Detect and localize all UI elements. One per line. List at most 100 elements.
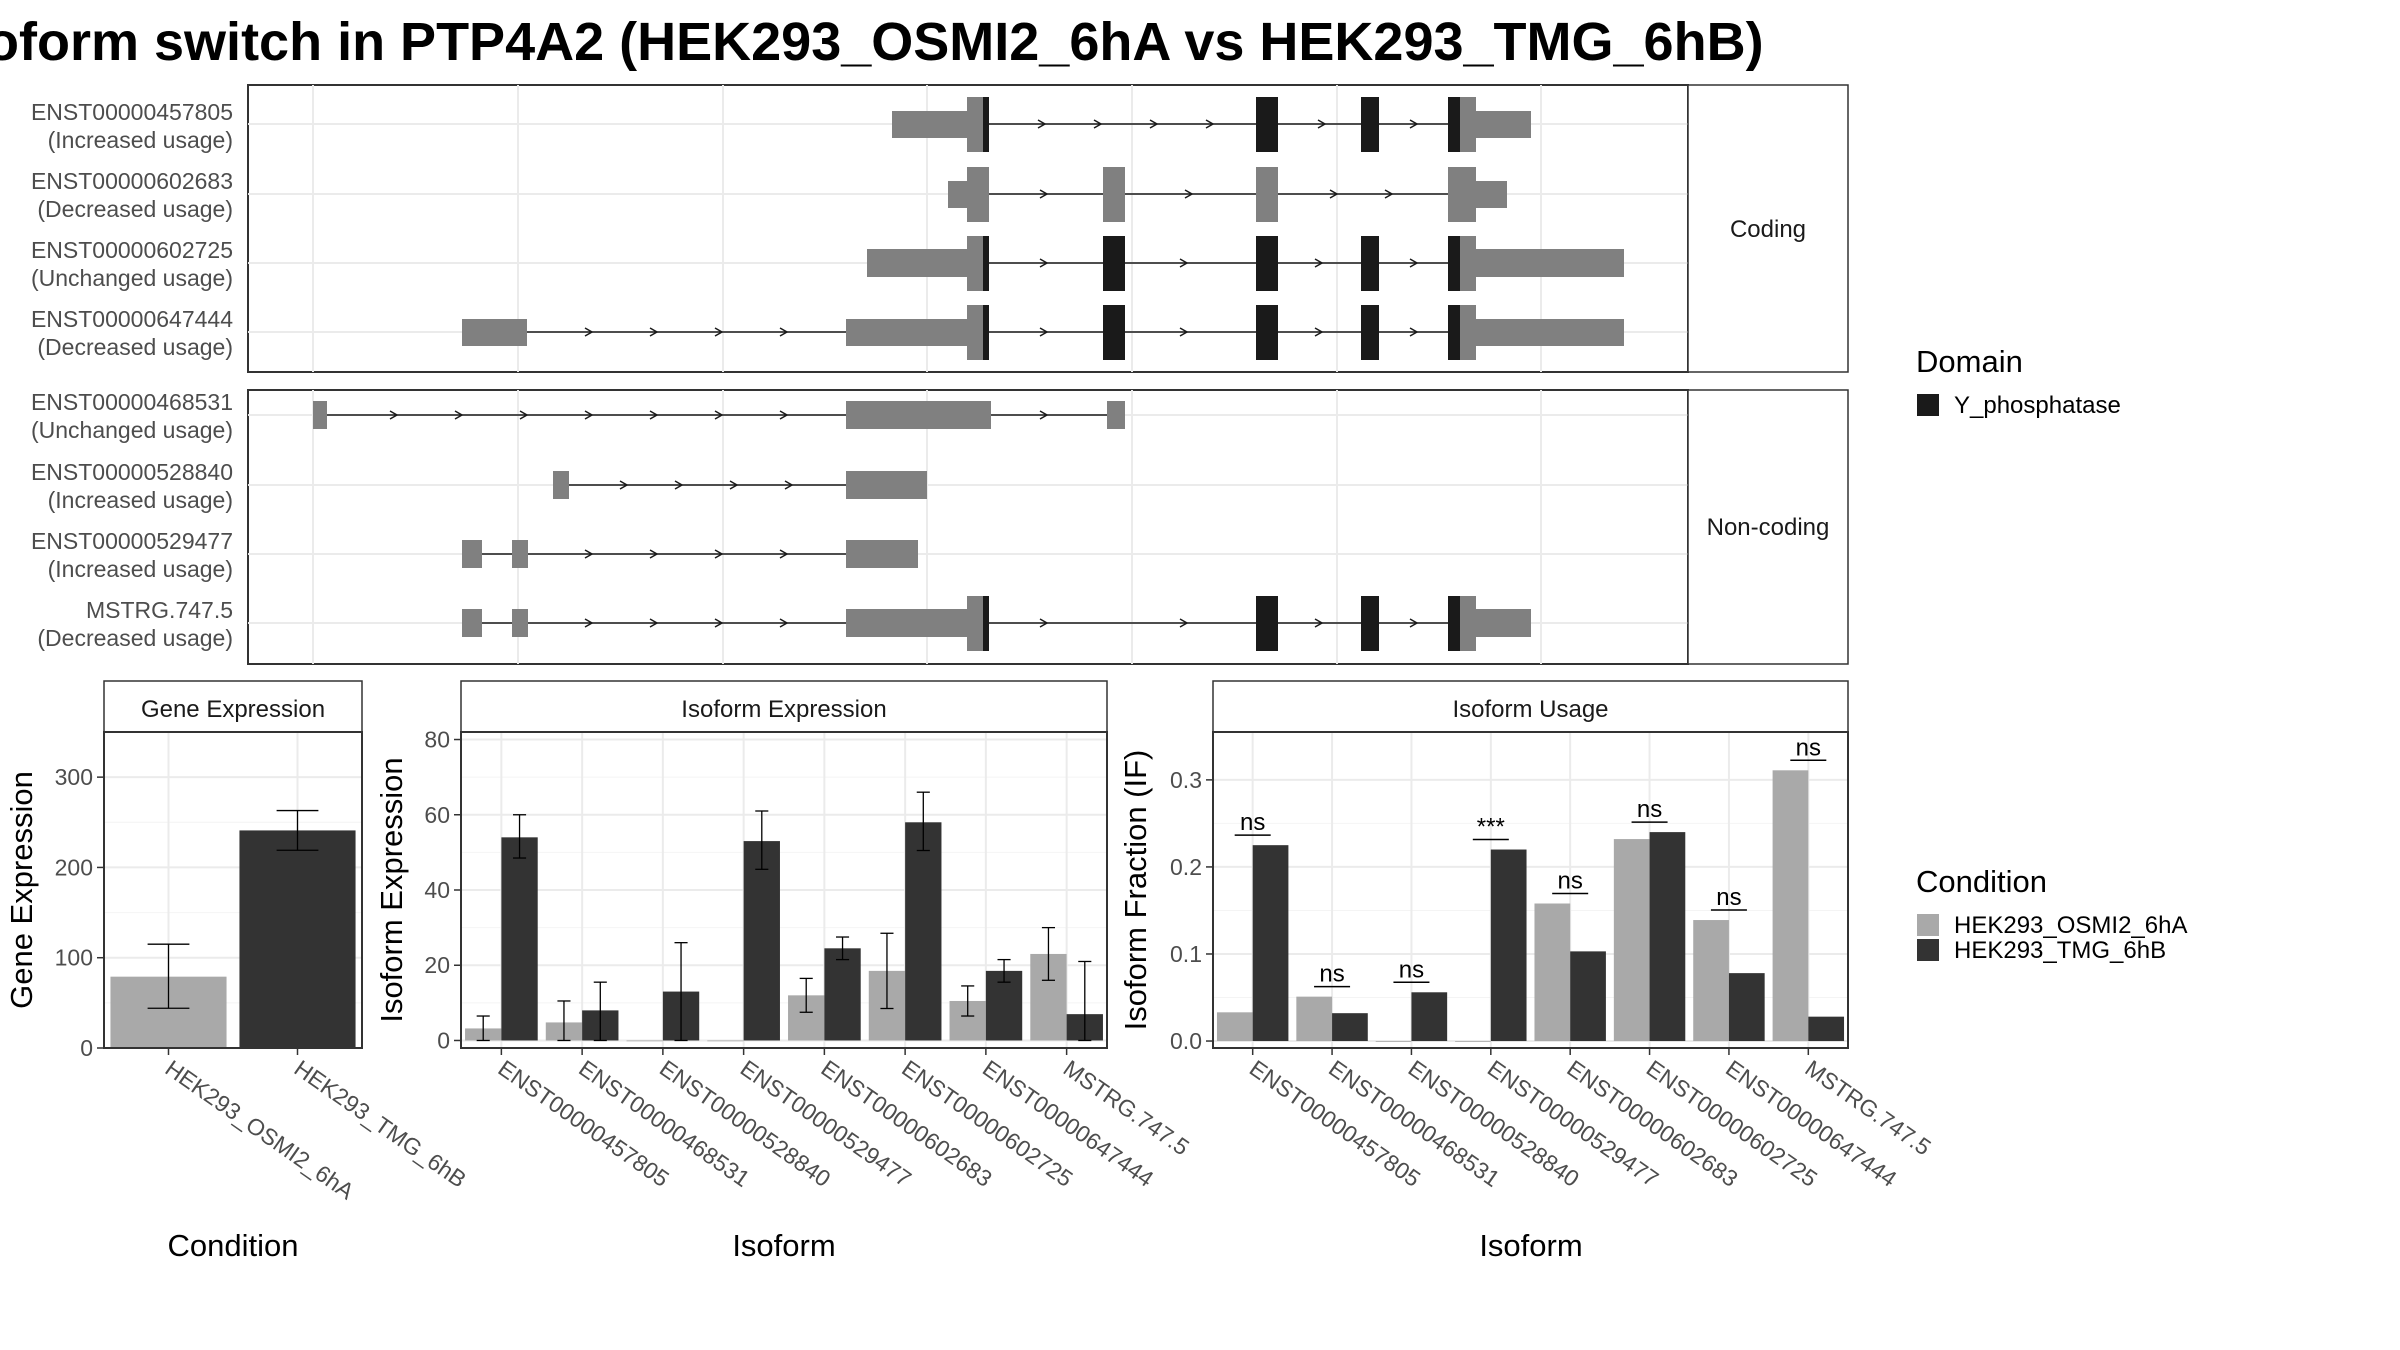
bar — [1252, 845, 1289, 1042]
utr-exon — [1476, 609, 1531, 637]
exon — [1460, 596, 1476, 651]
bar — [239, 830, 356, 1048]
transcript-ENST00000468531 — [313, 401, 1125, 429]
x-axis-title: Isoform — [1479, 1228, 1582, 1263]
transcript-label-usage: (Increased usage) — [48, 556, 233, 582]
domain-exon — [1361, 305, 1379, 360]
bar — [743, 841, 780, 1041]
exon — [846, 471, 927, 499]
exon — [967, 236, 985, 291]
utr-exon — [1476, 181, 1507, 208]
plot-frame — [103, 731, 363, 1049]
condition-legend-item-a: HEK293_OSMI2_6hA — [1954, 912, 2187, 939]
domain-exon — [1361, 596, 1379, 651]
transcript-label-usage: (Decreased usage) — [37, 625, 233, 651]
domain-exon — [1103, 305, 1125, 360]
domain-legend: Domain Y_phosphatase — [1916, 344, 2121, 419]
bar — [905, 822, 942, 1041]
transcript-label-usage: (Unchanged usage) — [31, 265, 233, 291]
exon — [553, 471, 569, 499]
exon — [462, 540, 482, 568]
condition-legend-item-b: HEK293_TMG_6hB — [1954, 937, 2166, 964]
exon — [1460, 236, 1476, 291]
isoform-expression-chart: Isoform Expression020406080ENST000004578… — [374, 680, 1194, 1263]
intron-arrows — [584, 119, 1419, 337]
noncoding-strip-label: Non-coding — [1707, 514, 1830, 541]
coding-strip — [1687, 84, 1849, 373]
exon — [313, 401, 327, 429]
transcript-ENST00000529477 — [462, 540, 918, 568]
domain-exon — [1256, 596, 1278, 651]
y-tick-label: 0.2 — [1170, 854, 1202, 880]
transcript-label-id: MSTRG.747.5 — [86, 597, 233, 623]
y-tick-label: 40 — [424, 877, 450, 903]
intron-arrows — [389, 410, 1419, 628]
significance-label: ns — [1716, 884, 1741, 911]
chart-strip — [460, 680, 1108, 733]
y-tick-label: 0.3 — [1170, 767, 1202, 793]
bar — [1296, 996, 1333, 1042]
bar — [1534, 903, 1571, 1042]
significance-label: ns — [1240, 809, 1265, 836]
chart-strip-label: Isoform Usage — [1452, 696, 1608, 723]
exon — [1103, 167, 1125, 222]
bar — [1490, 849, 1527, 1042]
bar — [707, 1040, 744, 1042]
domain-legend-swatch — [1917, 394, 1939, 416]
exon — [462, 609, 482, 637]
noncoding-strip — [1687, 389, 1849, 665]
significance-label: *** — [1477, 814, 1505, 841]
domain-exon — [1361, 97, 1379, 152]
bar — [1570, 951, 1606, 1042]
significance-label: ns — [1637, 796, 1662, 823]
transcript-ENST00000528840 — [553, 471, 927, 499]
chart-strip-label: Gene Expression — [141, 696, 325, 723]
coding-strip-label: Coding — [1730, 216, 1806, 243]
bar — [1649, 832, 1686, 1042]
transcript-label-usage: (Increased usage) — [48, 487, 233, 513]
exon — [1460, 305, 1476, 360]
domain-exon — [1103, 236, 1125, 291]
y-tick-label: 60 — [424, 802, 450, 828]
transcript-label-id: ENST00000528840 — [31, 459, 233, 485]
bar — [1772, 770, 1809, 1042]
y-tick-label: 0 — [437, 1027, 450, 1053]
transcript-label-id: ENST00000529477 — [31, 528, 233, 554]
transcript-label-id: ENST00000647444 — [31, 306, 233, 332]
domain-exon — [983, 236, 989, 291]
exon — [967, 167, 989, 222]
utr-exon — [867, 249, 967, 277]
condition-legend-swatch-b — [1917, 939, 1939, 961]
y-tick-label: 0.1 — [1170, 941, 1202, 967]
chart-strip — [1212, 680, 1849, 733]
plot-frame — [1212, 731, 1849, 1049]
x-axis-title: Condition — [168, 1228, 299, 1263]
bar — [1332, 1013, 1368, 1042]
y-tick-label: 0.0 — [1170, 1028, 1202, 1054]
condition-legend: Condition HEK293_OSMI2_6hA HEK293_TMG_6h… — [1916, 864, 2187, 964]
bar — [1216, 1012, 1253, 1042]
transcript-ENST00000647444 — [462, 305, 1624, 360]
bar — [1613, 839, 1650, 1042]
domain-legend-title: Domain — [1916, 344, 2023, 379]
transcript-label-usage: (Unchanged usage) — [31, 417, 233, 443]
y-axis-title: Isoform Expression — [374, 757, 409, 1022]
transcript-label-usage: (Increased usage) — [48, 127, 233, 153]
domain-exon — [1256, 97, 1278, 152]
utr-exon — [892, 111, 967, 138]
y-tick-label: 0 — [80, 1035, 93, 1061]
transcript-label-id: ENST00000468531 — [31, 389, 233, 415]
exon — [846, 401, 991, 429]
transcript-label-usage: (Decreased usage) — [37, 196, 233, 222]
domain-exon — [1361, 236, 1379, 291]
bar — [1375, 1041, 1412, 1042]
y-axis-title: Gene Expression — [4, 771, 39, 1009]
utr-exon — [462, 319, 527, 346]
domain-legend-item: Y_phosphatase — [1954, 392, 2121, 419]
bar — [626, 1040, 663, 1042]
significance-label: ns — [1558, 867, 1583, 894]
bar — [1455, 1041, 1491, 1042]
bar — [824, 948, 861, 1041]
y-axis-title: Isoform Fraction (IF) — [1118, 750, 1153, 1031]
